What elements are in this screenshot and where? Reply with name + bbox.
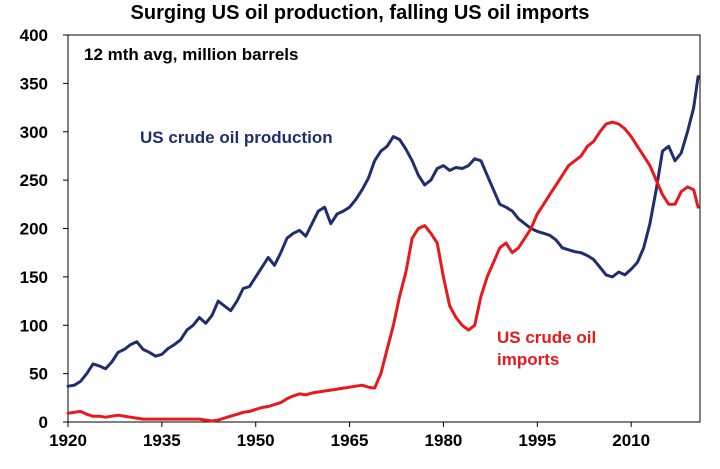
- x-tick-label: 1920: [49, 431, 87, 450]
- y-axis: 0 50 100 150 200 250 300 350 400: [20, 26, 68, 432]
- x-tick-label: 1995: [518, 431, 556, 450]
- chart-subtitle: 12 mth avg, million barrels: [84, 45, 298, 64]
- x-tick-label: 1965: [331, 431, 369, 450]
- x-tick-label: 1950: [237, 431, 275, 450]
- y-tick-label: 300: [20, 123, 48, 142]
- x-tick-label: 1980: [425, 431, 463, 450]
- y-tick-label: 150: [20, 268, 48, 287]
- x-tick-label: 2010: [612, 431, 650, 450]
- production-series-line: [66, 75, 700, 388]
- series-layer: [66, 75, 700, 423]
- imports-series-label-line-2: imports: [497, 350, 559, 369]
- y-tick-label: 50: [29, 365, 48, 384]
- production-series-label: US crude oil production: [140, 128, 333, 147]
- y-tick-label: 350: [20, 74, 48, 93]
- y-tick-label: 100: [20, 316, 48, 335]
- y-tick-label: 400: [20, 26, 48, 45]
- chart-title: Surging US oil production, falling US oi…: [130, 2, 590, 24]
- x-tick-label: 1935: [143, 431, 181, 450]
- y-tick-label: 200: [20, 220, 48, 239]
- x-axis: 1920 1935 1950 1965 1980 1995 2010: [49, 422, 650, 450]
- imports-series-line: [66, 120, 700, 423]
- y-tick-label: 250: [20, 171, 48, 190]
- y-tick-label: 0: [39, 413, 48, 432]
- imports-series-label-line-1: US crude oil: [497, 328, 596, 347]
